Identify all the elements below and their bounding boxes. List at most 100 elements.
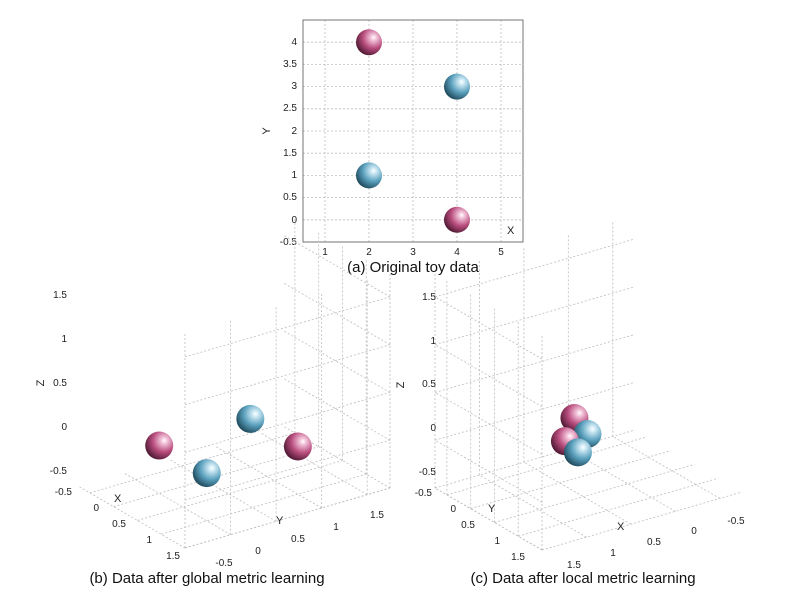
a-ytick: 0.5: [283, 192, 297, 203]
panel-b-z-ticks: 1.5 1 0.5 0 -0.5: [50, 290, 68, 477]
c-y-axis-label: Y: [488, 503, 496, 515]
grid-wall-x: [184, 344, 391, 406]
c-ytick: 1.5: [511, 552, 525, 563]
grid-wall-x: [434, 392, 543, 455]
c-xtick: 1.5: [567, 560, 581, 571]
panel-c: 1.5 1 0.5 0 -0.5 Z -0.5 0 0.5 1 1.5 Y 1.…: [395, 221, 745, 587]
b-ztick: 0: [61, 422, 67, 433]
c-ytick: 1: [494, 536, 500, 547]
c-ztick: -0.5: [419, 467, 437, 478]
c-ytick: -0.5: [415, 488, 433, 499]
a-ytick: -0.5: [280, 237, 298, 248]
panel-a: -0.5 0 0.5 1 1.5 2 2.5 3 3.5 4 1 2 3 4 5…: [261, 19, 524, 276]
grid-wall-x: [434, 439, 543, 503]
panel-a-x-ticks: 1 2 3 4 5: [322, 247, 504, 258]
panel-c-points: [550, 404, 602, 467]
grid-floor-y: [541, 491, 743, 551]
panel-c-y-ticks: -0.5 0 0.5 1 1.5: [415, 488, 526, 563]
a-ytick: 0: [291, 215, 297, 226]
data-point-3d: [283, 432, 312, 461]
grid-wall-x: [434, 344, 543, 408]
data-point-3d: [192, 459, 221, 488]
grid-floor-y: [518, 477, 719, 537]
grid-wall-y: [282, 282, 391, 346]
grid-floor-y: [494, 464, 695, 523]
a-xtick: 2: [366, 247, 372, 258]
c-ztick: 1: [430, 336, 436, 347]
grid-wall-y: [434, 286, 636, 346]
grid-floor-x: [568, 448, 676, 512]
panel-a-y-ticks: -0.5 0 0.5 1 1.5 2 2.5 3 3.5 4: [280, 37, 298, 248]
grid-floor-y: [214, 445, 322, 509]
b-xtick: 0.5: [112, 519, 126, 530]
a-data-point: [444, 73, 470, 100]
grid-floor-y: [446, 436, 648, 496]
b-ytick: 0.5: [291, 534, 305, 545]
b-ytick: 1.5: [370, 510, 384, 521]
c-z-axis-label: Z: [395, 381, 407, 388]
a-data-point: [356, 162, 382, 189]
panel-a-grid: [303, 20, 523, 243]
grid-wall-y: [282, 425, 391, 489]
c-xtick: -0.5: [727, 516, 745, 527]
data-point-3d: [563, 438, 592, 467]
b-xtick: 1: [146, 535, 152, 546]
a-xtick: 5: [498, 247, 504, 258]
panel-b-x-ticks: -0.5 0 0.5 1 1.5: [55, 487, 181, 562]
b-xtick: 0: [93, 503, 99, 514]
c-x-axis-label: X: [617, 521, 625, 533]
a-data-point: [356, 29, 382, 56]
panel-b-points: [145, 404, 312, 488]
panel-b: 1.5 1 0.5 0 -0.5 Z -0.5 0 0.5 1 1.5 X -0…: [35, 217, 391, 587]
a-ytick: 3.5: [283, 59, 297, 70]
grid-wall-y: [434, 429, 636, 489]
a-y-axis-label: Y: [261, 127, 273, 135]
c-xtick: 0.5: [647, 537, 661, 548]
caption-b: (b) Data after global metric learning: [89, 570, 324, 587]
grid-wall-y: [434, 238, 636, 298]
c-ztick: 0: [430, 423, 436, 434]
b-ytick: -0.5: [215, 558, 233, 569]
grid-floor-y: [470, 450, 671, 510]
a-xtick: 3: [410, 247, 416, 258]
a-ytick: 3: [291, 81, 297, 92]
b-ytick: 0: [255, 546, 261, 557]
panel-c-z-ticks: 1.5 1 0.5 0 -0.5: [419, 292, 437, 478]
caption-a: (a) Original toy data: [347, 259, 479, 276]
grid-wall-x: [434, 296, 543, 360]
grid-wall-y: [434, 334, 636, 393]
panel-c-grid: [434, 221, 743, 551]
grid-floor-y: [123, 472, 231, 536]
panel-c-x-ticks: 1.5 1 0.5 0 -0.5: [567, 516, 745, 571]
a-ytick: 4: [291, 37, 297, 48]
a-ytick: 1: [291, 170, 297, 181]
b-z-axis-label: Z: [35, 379, 47, 386]
b-ztick: -0.5: [50, 466, 68, 477]
grid-floor-y: [77, 485, 186, 549]
b-xtick: -0.5: [55, 487, 73, 498]
a-data-point: [444, 206, 470, 233]
c-ytick: 0: [450, 504, 456, 515]
b-ytick: 1: [333, 522, 339, 533]
a-ytick: 1.5: [283, 148, 297, 159]
data-point-3d: [145, 431, 174, 460]
b-y-axis-label: Y: [276, 515, 284, 527]
a-xtick: 1: [322, 247, 328, 258]
grid-wall-y: [434, 381, 636, 441]
panel-a-frame: [302, 19, 524, 243]
panel-b-y-ticks: -0.5 0 0.5 1 1.5: [215, 510, 384, 569]
panel-b-grid: [77, 217, 391, 549]
c-ytick: 0.5: [461, 520, 475, 531]
grid-wall-y: [282, 377, 391, 441]
b-xtick: 1.5: [166, 551, 180, 562]
grid-wall-x: [434, 487, 543, 551]
grid-floor-x: [523, 461, 632, 525]
a-xtick: 4: [454, 247, 460, 258]
a-ytick: 2.5: [283, 103, 297, 114]
panel-a-points: [356, 29, 470, 233]
c-xtick: 1: [610, 548, 616, 559]
a-ytick: 2: [291, 126, 297, 137]
b-x-axis-label: X: [114, 493, 122, 505]
grid-wall-x: [184, 296, 391, 358]
